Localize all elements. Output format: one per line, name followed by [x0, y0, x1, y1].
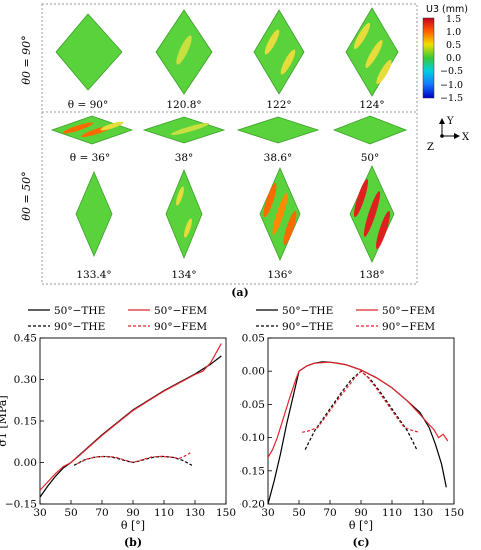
colorbar-tick: 0.0 — [446, 53, 461, 64]
chart-caption: (b) — [124, 536, 142, 549]
chart-sigma2: 50°−THE 50°−FEM 90°−THE 90°−FEM 30 50 70 90 110 1… — [240, 305, 464, 549]
chart-caption: (c) — [352, 536, 369, 549]
x-tick-label: 130 — [185, 507, 205, 519]
legend-label: 90°−FEM — [154, 321, 207, 333]
contour-row1-cell1 — [55, 13, 123, 91]
y-tick-label: 0.00 — [242, 366, 265, 378]
legend-label: 90°−THE — [54, 321, 105, 333]
y-tick-label: 0.05 — [242, 333, 265, 345]
colorbar-ticks: 1.5 1.0 0.5 0.0 −0.5 −1.0 −1.5 — [440, 14, 463, 104]
x-tick-label: 90 — [354, 507, 367, 519]
contour-row1-cell3 — [253, 9, 305, 95]
x-tick-label: 50 — [64, 507, 77, 519]
legend-label: 90°−THE — [282, 321, 333, 333]
y-tick-label: 0.15 — [14, 416, 37, 428]
panel-a-contour-grid: θ0 = 90° θ0 = 50° θ = 90° 120.8° 122° 12… — [20, 3, 470, 299]
colorbar-tick: 1.5 — [446, 14, 461, 25]
cell-label-r2c4: 50° — [361, 152, 380, 164]
row-label-theta0-90: θ0 = 90° — [20, 35, 33, 84]
x-tick-label: 110 — [154, 507, 174, 519]
contour-row3-cell4 — [349, 165, 395, 263]
triad-label-y: Y — [446, 116, 454, 127]
x-tick-label: 70 — [95, 507, 108, 519]
series-line-3 — [304, 370, 418, 450]
cell-label-r1c2: 120.8° — [166, 99, 201, 111]
contour-row2-cell3 — [236, 116, 320, 144]
contour-row3-cell2 — [165, 168, 203, 260]
colorbar-tick: 0.5 — [446, 40, 461, 51]
contour-row1-cell4 — [345, 7, 399, 97]
cell-label-r3c4: 138° — [359, 269, 384, 281]
chart-sigma1: 50°−THE 50°−FEM 90°−THE 90°−FEM 30 50 70 90 110 1… — [0, 305, 236, 549]
legend-label: 50°−THE — [282, 305, 333, 317]
colorbar-tick: 1.0 — [446, 27, 461, 38]
x-tick-label: 150 — [444, 507, 464, 519]
panel-a-caption: (a) — [231, 286, 249, 299]
cell-label-r3c2: 134° — [171, 269, 196, 281]
series-line-4 — [301, 370, 421, 433]
y-tick-label: −0.15 — [5, 499, 37, 511]
cell-label-r1c3: 122° — [266, 99, 291, 111]
colorbar-tick: −0.5 — [440, 66, 463, 77]
row-label-theta0-50: θ0 = 50° — [20, 171, 33, 220]
y-tick-label: −0.05 — [240, 399, 265, 411]
y-tick-label: 0.30 — [14, 374, 37, 386]
contour-row2-cell4 — [332, 115, 408, 145]
cell-label-r1c1: θ = 90° — [68, 99, 108, 111]
series-line-1 — [40, 355, 222, 498]
x-axis-label: θ [°] — [349, 519, 373, 532]
x-tick-label: 30 — [33, 507, 46, 519]
cell-label-r1c4: 124° — [359, 99, 384, 111]
contour-row1-cell2 — [155, 9, 213, 95]
y-tick-label: −0.15 — [240, 465, 265, 477]
colorbar-tick: −1.0 — [440, 80, 463, 91]
series-line-4 — [76, 452, 191, 465]
x-tick-label: 30 — [261, 507, 274, 519]
frame-rows-50 — [41, 111, 418, 285]
cell-label-r2c3: 38.6° — [264, 152, 293, 164]
x-tick-label: 50 — [292, 507, 305, 519]
cell-label-r3c1: 133.4° — [76, 269, 111, 281]
x-tick-label: 150 — [216, 507, 236, 519]
cell-label-r2c1: θ = 36° — [70, 152, 110, 164]
legend-label: 50°−FEM — [154, 305, 207, 317]
contour-row2-cell1 — [50, 115, 134, 145]
series-line-2 — [40, 343, 222, 491]
x-axis-label: θ [°] — [121, 519, 145, 532]
triad-label-x: X — [462, 132, 470, 143]
cell-label-r3c3: 136° — [267, 269, 292, 281]
series-line-2 — [268, 361, 449, 458]
x-tick-label: 130 — [413, 507, 433, 519]
contour-row2-cell2 — [142, 116, 226, 144]
contour-row3-cell1 — [75, 170, 113, 258]
y-tick-label: 0.00 — [14, 457, 37, 469]
x-tick-label: 110 — [382, 507, 402, 519]
series-line-3 — [73, 455, 193, 466]
x-tick-label: 90 — [126, 507, 139, 519]
cell-label-r2c2: 38° — [175, 152, 194, 164]
y-tick-label: −0.10 — [240, 432, 265, 444]
colorbar — [422, 17, 435, 99]
y-axis-label: σ1 [MPa] — [0, 395, 9, 446]
contour-row3-cell3 — [259, 166, 301, 262]
frame-row-90 — [41, 3, 418, 113]
axes-triad-icon: Y X Z — [427, 116, 470, 153]
colorbar-tick: −1.5 — [440, 93, 463, 104]
colorbar-title: U3 (mm) — [426, 4, 468, 15]
plot-frame — [39, 337, 227, 505]
legend-label: 50°−THE — [54, 305, 105, 317]
legend-label: 90°−FEM — [382, 321, 435, 333]
y-tick-label: 0.45 — [14, 333, 37, 345]
x-tick-label: 70 — [323, 507, 336, 519]
legend-label: 50°−FEM — [382, 305, 435, 317]
triad-label-z: Z — [427, 142, 434, 153]
y-tick-label: −0.20 — [240, 499, 265, 511]
